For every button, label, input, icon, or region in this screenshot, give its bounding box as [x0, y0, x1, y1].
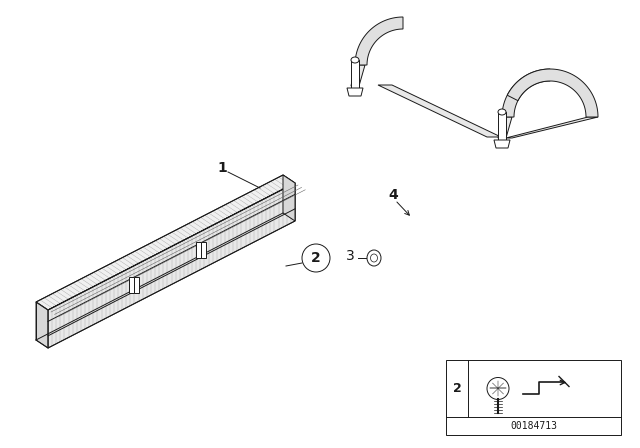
Polygon shape	[201, 242, 206, 258]
Polygon shape	[508, 69, 598, 117]
Polygon shape	[494, 140, 510, 148]
Polygon shape	[196, 242, 201, 258]
Polygon shape	[498, 117, 512, 138]
Ellipse shape	[371, 254, 378, 262]
Ellipse shape	[367, 250, 381, 266]
Polygon shape	[36, 302, 48, 348]
Polygon shape	[347, 88, 363, 96]
Polygon shape	[283, 175, 295, 221]
Polygon shape	[134, 276, 140, 293]
Polygon shape	[129, 276, 134, 293]
Text: 4: 4	[388, 188, 398, 202]
Text: 2: 2	[452, 382, 461, 395]
Circle shape	[487, 378, 509, 400]
Polygon shape	[502, 69, 550, 117]
Text: 1: 1	[217, 161, 227, 175]
Polygon shape	[378, 85, 501, 137]
Bar	[446, 360, 621, 435]
Polygon shape	[355, 17, 403, 65]
Polygon shape	[36, 175, 295, 310]
Ellipse shape	[498, 109, 506, 115]
Text: 3: 3	[346, 249, 355, 263]
Text: 2: 2	[311, 251, 321, 265]
Polygon shape	[498, 112, 506, 140]
Polygon shape	[351, 65, 365, 86]
Text: 00184713: 00184713	[510, 421, 557, 431]
Polygon shape	[506, 117, 598, 138]
Polygon shape	[48, 183, 295, 348]
Polygon shape	[351, 60, 359, 88]
Ellipse shape	[351, 57, 359, 63]
